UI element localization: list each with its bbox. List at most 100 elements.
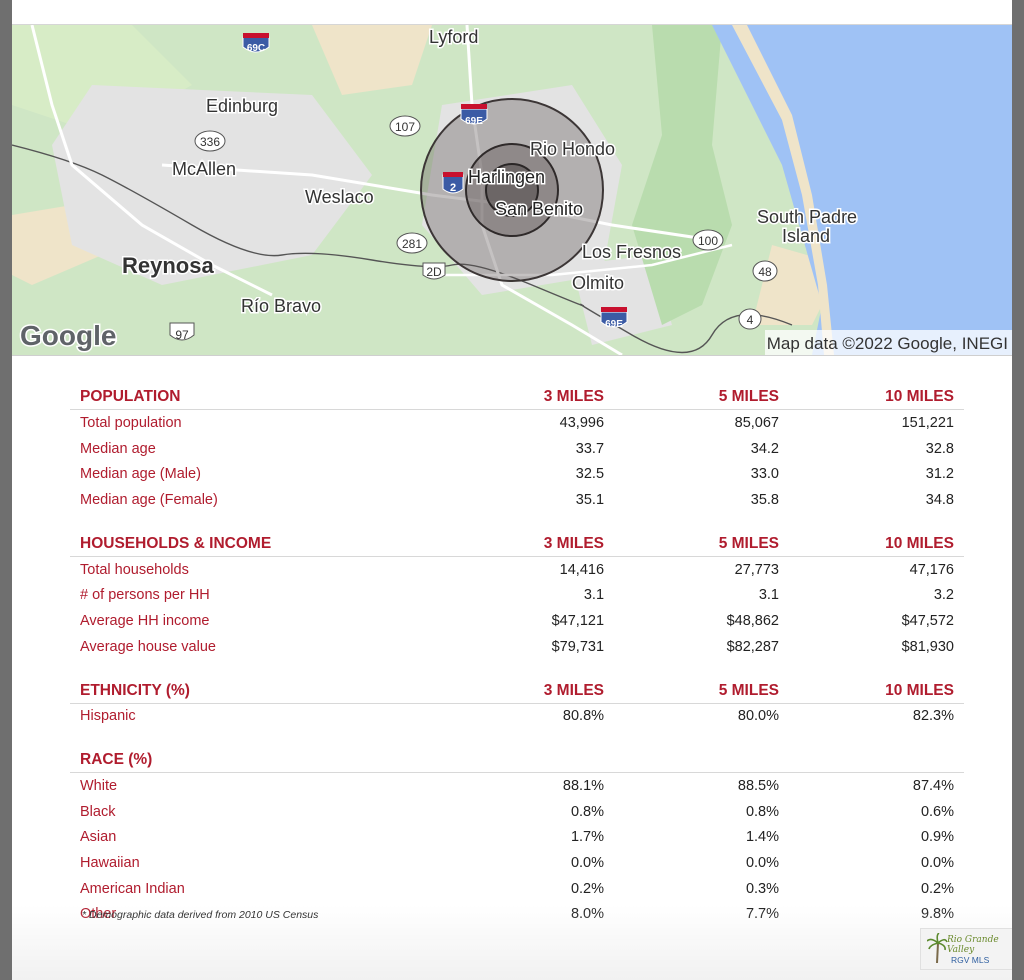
- map-road: [432, 243, 733, 277]
- value-5-miles: 27,773: [734, 561, 779, 578]
- place-island: Island: [782, 226, 830, 246]
- value-10-miles: 47,176: [909, 561, 954, 578]
- row-label: Median age (Male): [80, 466, 201, 483]
- shield-69e-north: 69E: [460, 104, 488, 127]
- shield-i2-label: 2: [450, 182, 456, 194]
- table-row: Hispanic 80.8% 80.0% 82.3%: [70, 703, 964, 729]
- table-row: Black 0.8% 0.8% 0.6%: [70, 799, 964, 825]
- section-header-population: POPULATION 3 MILES 5 MILES 10 MILES: [70, 376, 964, 410]
- value-10-miles: 0.2%: [920, 880, 954, 897]
- table-row: Asian 1.7% 1.4% 0.9%: [70, 825, 964, 851]
- place-san-benito: San Benito: [495, 199, 583, 219]
- place-olmito: Olmito: [572, 273, 624, 293]
- row-label: Hispanic: [80, 708, 136, 725]
- value-3-miles: 3.1: [583, 587, 605, 604]
- demographics-map[interactable]: 69C 336 107 69E 2 281 2D 100 48 97 69E 4…: [12, 25, 1012, 356]
- value-3-miles: 35.1: [575, 491, 605, 508]
- value-10-miles: 87.4%: [912, 778, 954, 795]
- column-header-5-miles: 5 MILES: [604, 522, 779, 557]
- shield-336: 336: [194, 130, 226, 152]
- place-reynosa: Reynosa: [122, 253, 214, 278]
- section-title: RACE (%): [70, 739, 407, 774]
- place-los-fresnos: Los Fresnos: [582, 242, 681, 262]
- value-3-miles: $47,121: [551, 612, 605, 629]
- row-label: Average house value: [80, 638, 216, 655]
- rgv-mls-logo[interactable]: Rio Grande Valley RGV MLS: [920, 928, 1012, 970]
- row-label: Black: [80, 803, 116, 820]
- row-label: Hawaiian: [80, 855, 140, 872]
- shield-69c: 69C: [242, 33, 270, 54]
- row-label: Total households: [80, 561, 189, 578]
- table-row: Median age (Female) 35.1 35.8 34.8: [70, 487, 964, 513]
- value-5-miles: $82,287: [726, 638, 779, 655]
- shield-4: 4: [738, 308, 762, 330]
- value-10-miles: 3.2: [933, 587, 954, 604]
- section-title: ETHNICITY (%): [70, 669, 407, 704]
- value-5-miles: 85,067: [734, 414, 779, 431]
- table-row: White 88.1% 88.5% 87.4%: [70, 773, 964, 799]
- row-label: # of persons per HH: [80, 587, 210, 604]
- census-footnote: * Demographic data derived from 2010 US …: [82, 909, 319, 921]
- column-header-3-miles: 3 MILES: [406, 376, 605, 410]
- map-urban-area: [572, 255, 672, 345]
- column-header-blank: [406, 739, 605, 774]
- shield-281: 281: [396, 232, 428, 254]
- value-5-miles: 33.0: [750, 466, 779, 483]
- section-header-ethnicity: ETHNICITY (%) 3 MILES 5 MILES 10 MILES: [70, 669, 964, 704]
- value-3-miles: 1.7%: [570, 829, 605, 846]
- shield-48-label: 48: [758, 265, 772, 279]
- column-header-10-miles: 10 MILES: [779, 669, 964, 704]
- section-title: POPULATION: [70, 376, 407, 410]
- shield-281-label: 281: [402, 237, 422, 251]
- map-attribution[interactable]: Map data ©2022 Google, INEGI: [767, 334, 1008, 353]
- row-label: Asian: [80, 829, 117, 846]
- place-mcallen: McAllen: [172, 159, 236, 179]
- map-border-line: [12, 144, 793, 354]
- value-3-miles: 0.8%: [570, 803, 605, 820]
- table-row: Median age (Male) 32.5 33.0 31.2: [70, 461, 964, 487]
- table-row: Average house value $79,731 $82,287 $81,930: [70, 634, 964, 660]
- demographics-tables: POPULATION 3 MILES 5 MILES 10 MILES Tota…: [70, 376, 964, 927]
- value-3-miles: 88.1%: [562, 778, 605, 795]
- logo-title: Rio Grande Valley: [947, 935, 999, 955]
- value-3-miles: 8.0%: [570, 906, 605, 923]
- value-10-miles: $47,572: [901, 612, 954, 629]
- section-header-households-income: HOUSEHOLDS & INCOME 3 MILES 5 MILES 10 M…: [70, 522, 964, 557]
- value-5-miles: 3.1: [758, 587, 779, 604]
- place-edinburg: Edinburg: [206, 96, 278, 116]
- place-rio-bravo: Río Bravo: [241, 296, 321, 316]
- value-10-miles: 0.6%: [920, 803, 954, 820]
- value-3-miles: 32.5: [575, 466, 605, 483]
- google-logo[interactable]: Google: [19, 319, 118, 353]
- value-5-miles: 35.8: [750, 491, 779, 508]
- logo-subtitle: RGV MLS: [951, 955, 990, 965]
- shield-107: 107: [389, 115, 421, 137]
- column-header-5-miles: 5 MILES: [604, 669, 779, 704]
- value-5-miles: 1.4%: [745, 829, 779, 846]
- table-row: Hawaiian 0.0% 0.0% 0.0%: [70, 850, 964, 876]
- map-canvas[interactable]: 69C 336 107 69E 2 281 2D 100 48 97 69E 4…: [12, 25, 1012, 355]
- section-title: HOUSEHOLDS & INCOME: [70, 522, 407, 557]
- value-10-miles: $81,930: [901, 638, 954, 655]
- shield-69e-label: 69E: [465, 116, 483, 127]
- value-3-miles: 0.2%: [570, 880, 605, 897]
- value-3-miles: 43,996: [559, 414, 605, 431]
- section-header-race: RACE (%): [70, 739, 964, 774]
- value-3-miles: 14,416: [559, 561, 605, 578]
- column-header-10-miles: 10 MILES: [779, 522, 964, 557]
- shield-4-label: 4: [747, 313, 754, 327]
- table-row: Average HH income $47,121 $48,862 $47,572: [70, 608, 964, 634]
- column-header-5-miles: 5 MILES: [604, 376, 779, 410]
- shield-69c-label: 69C: [247, 43, 265, 54]
- attribution-bg: [765, 330, 1012, 355]
- row-label: Average HH income: [80, 612, 210, 629]
- place-weslaco: Weslaco: [305, 187, 374, 207]
- table-row: Median age 33.7 34.2 32.8: [70, 436, 964, 462]
- column-header-blank: [604, 739, 779, 774]
- place-rio-hondo: Rio Hondo: [530, 139, 615, 159]
- shield-100-label: 100: [698, 234, 718, 248]
- column-header-3-miles: 3 MILES: [406, 522, 605, 557]
- place-south-padre: South Padre: [757, 207, 857, 227]
- row-label: Median age: [80, 440, 156, 457]
- value-5-miles: 0.8%: [745, 803, 779, 820]
